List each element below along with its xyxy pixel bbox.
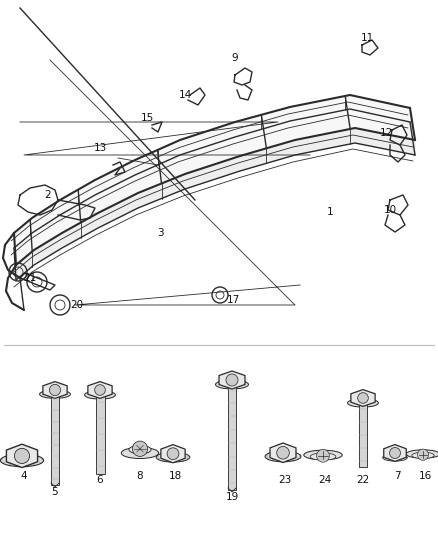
Text: 9: 9	[232, 53, 238, 63]
Polygon shape	[351, 390, 375, 406]
Text: 20: 20	[71, 300, 84, 310]
Polygon shape	[384, 445, 406, 462]
Polygon shape	[7, 444, 38, 467]
Circle shape	[14, 448, 29, 464]
Text: 4: 4	[21, 471, 27, 481]
Circle shape	[389, 448, 400, 458]
Ellipse shape	[39, 390, 71, 398]
Ellipse shape	[265, 451, 301, 462]
Text: 23: 23	[279, 475, 292, 485]
Circle shape	[49, 384, 60, 395]
Polygon shape	[43, 382, 67, 398]
Polygon shape	[14, 95, 415, 265]
Polygon shape	[161, 445, 185, 463]
Circle shape	[317, 449, 329, 462]
Text: 2: 2	[45, 190, 51, 200]
Text: 7: 7	[394, 471, 400, 481]
Polygon shape	[270, 443, 296, 463]
Ellipse shape	[383, 454, 407, 461]
Ellipse shape	[412, 452, 434, 458]
Text: 15: 15	[140, 113, 154, 123]
Text: 13: 13	[93, 143, 106, 153]
Text: 18: 18	[168, 471, 182, 481]
Text: 17: 17	[226, 295, 240, 305]
Circle shape	[132, 441, 148, 456]
Text: 21: 21	[23, 273, 37, 283]
Text: 3: 3	[157, 228, 163, 238]
Bar	[228, 383, 236, 490]
Bar	[359, 402, 367, 467]
Circle shape	[417, 449, 429, 461]
Ellipse shape	[406, 450, 438, 458]
Ellipse shape	[310, 453, 336, 460]
Ellipse shape	[129, 446, 151, 454]
Text: 6: 6	[97, 475, 103, 485]
Text: 11: 11	[360, 33, 374, 43]
Ellipse shape	[156, 453, 190, 462]
Text: 24: 24	[318, 475, 332, 485]
Ellipse shape	[0, 454, 44, 467]
Ellipse shape	[85, 391, 115, 399]
Bar	[95, 394, 105, 474]
Ellipse shape	[121, 448, 159, 458]
Circle shape	[226, 374, 238, 386]
Text: 10: 10	[383, 205, 396, 215]
Text: 19: 19	[226, 492, 239, 502]
Text: 8: 8	[137, 471, 143, 481]
Circle shape	[167, 448, 179, 459]
Ellipse shape	[304, 450, 342, 460]
Polygon shape	[219, 371, 245, 389]
Ellipse shape	[215, 380, 248, 389]
Polygon shape	[88, 382, 112, 398]
Text: 22: 22	[357, 475, 370, 485]
Text: 14: 14	[178, 90, 192, 100]
Text: 1: 1	[327, 207, 333, 217]
Polygon shape	[16, 128, 415, 280]
Bar	[51, 393, 59, 485]
Text: 5: 5	[52, 487, 58, 497]
Circle shape	[277, 447, 290, 459]
Circle shape	[95, 385, 105, 395]
Ellipse shape	[348, 399, 378, 407]
Text: 16: 16	[418, 471, 431, 481]
Text: 12: 12	[379, 128, 392, 138]
Circle shape	[358, 393, 368, 403]
